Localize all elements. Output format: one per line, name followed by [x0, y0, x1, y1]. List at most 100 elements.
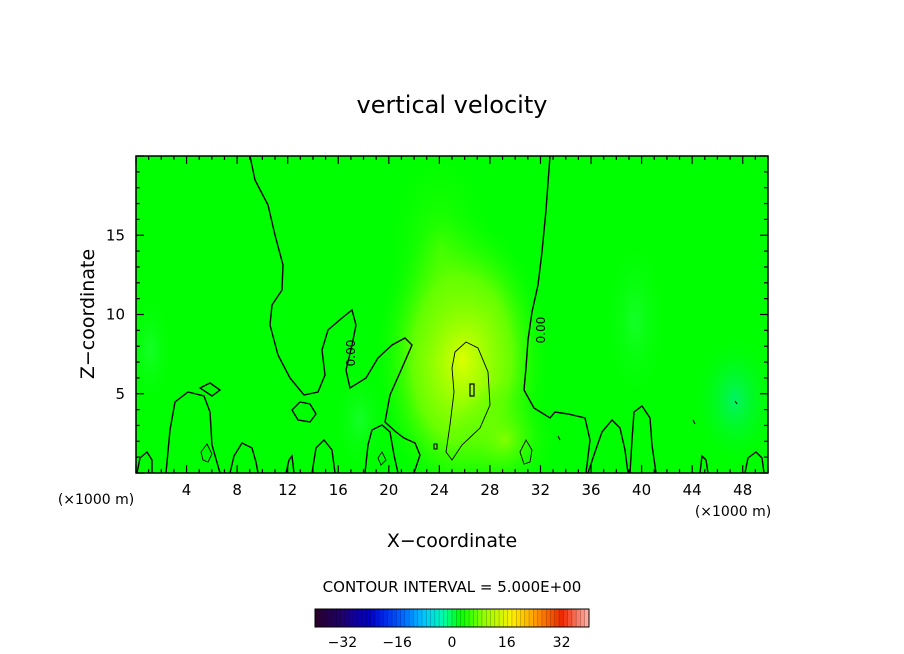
contour-speck-3	[692, 419, 696, 425]
downdraft-mid-shading	[330, 365, 390, 473]
zero-contour-right-tall	[523, 156, 591, 473]
colorbar-swatch	[486, 609, 491, 627]
colorbar-swatch	[362, 609, 367, 627]
colorbar-swatch	[490, 609, 496, 627]
colorbar-swatch	[537, 609, 543, 627]
colorbar-swatch	[370, 609, 376, 627]
updraft-secondary-shading	[450, 380, 560, 473]
x-unit-left: (×1000 m)	[58, 492, 134, 508]
colorbar-swatch	[387, 609, 393, 627]
zero-contour-loop-small	[198, 382, 222, 397]
colorbar-swatch	[392, 609, 397, 627]
colorbar-swatch	[357, 609, 363, 627]
colorbar-tick-label: 0	[448, 635, 457, 651]
contour-speck-1	[433, 443, 438, 450]
colorbar-swatch	[584, 609, 590, 627]
contour-label-left: 0.00	[344, 340, 358, 367]
x-tick-label: 40	[632, 481, 651, 499]
positive-contour-core	[445, 341, 491, 461]
x-tick-label: 12	[278, 481, 297, 499]
colorbar-tick-label: −16	[382, 635, 412, 651]
colorbar-swatch	[499, 609, 504, 627]
colorbar-swatch	[336, 609, 341, 627]
contour-label-right: 0.00	[534, 317, 548, 344]
colorbar-swatch	[541, 609, 547, 627]
contour-interval-text: CONTOUR INTERVAL = 5.000E+00	[323, 578, 582, 596]
zero-contour-bump-7	[587, 418, 629, 473]
x-tick-label: 48	[733, 481, 752, 499]
colorbar-swatch	[550, 609, 556, 627]
chart-title: vertical velocity	[357, 91, 548, 119]
zero-contour-bump-10	[744, 451, 765, 473]
x-axis-ticks	[135, 156, 769, 473]
colorbar-frame	[314, 608, 590, 628]
y-axis-ticks	[136, 155, 768, 474]
y-tick-label: 5	[115, 385, 125, 403]
colorbar-swatch	[469, 609, 474, 627]
x-unit-right: (×1000 m)	[695, 504, 771, 520]
colorbar-swatch	[546, 609, 551, 627]
downdraft-midright-shading	[600, 230, 670, 410]
colorbar-swatch	[554, 609, 560, 627]
updraft-faint-shading	[380, 156, 500, 360]
colorbar-swatch	[460, 609, 466, 627]
colorbar-swatch	[464, 609, 470, 627]
colorbar-swatch	[379, 609, 384, 627]
colorbar-swatch	[511, 609, 517, 627]
x-axis-tick-labels: 4 8 12 16 20 24 28 32 36 40 44 48	[182, 481, 752, 499]
colorbar-swatch	[323, 609, 329, 627]
colorbar-tick-labels: −32 −16 0 16 32	[328, 635, 571, 651]
positive-contour-center	[469, 383, 475, 397]
colorbar-tick-label: −32	[328, 635, 358, 651]
colorbar-swatch	[417, 609, 423, 627]
colorbar-swatch	[567, 609, 573, 627]
colorbar-swatch	[447, 609, 453, 627]
colorbar-swatch	[353, 609, 359, 627]
downdraft-right-shading	[690, 330, 768, 470]
colorbar-swatch	[434, 609, 440, 627]
positive-contour-small-3	[519, 439, 533, 465]
zero-contour-bump-1	[136, 450, 153, 473]
zero-contour-bump-9	[699, 454, 709, 473]
colorbar-tick-label: 16	[498, 635, 516, 651]
colorbar-swatch	[507, 609, 513, 627]
zero-contour-bump-5	[311, 438, 336, 473]
y-axis-tick-labels: 5 10 15	[106, 226, 125, 403]
colorbar-swatch	[524, 609, 530, 627]
x-tick-label: 32	[531, 481, 550, 499]
colorbar-swatch	[404, 609, 410, 627]
colorbar-swatch	[327, 609, 333, 627]
colorbar-swatch	[315, 609, 320, 627]
colorbar-swatch	[559, 609, 564, 627]
colorbar-swatch	[349, 609, 354, 627]
colorbar-swatch	[452, 609, 457, 627]
x-tick-label: 24	[430, 481, 449, 499]
zero-contour-bump-2	[165, 391, 221, 473]
colorbar-swatch	[400, 609, 406, 627]
contour-speck-2	[557, 435, 561, 441]
colorbar-swatch	[344, 609, 350, 627]
y-tick-label: 10	[106, 306, 125, 324]
colorbar-swatch	[439, 609, 444, 627]
colorbar-swatch	[332, 609, 337, 627]
positive-contour-small-1	[200, 443, 213, 463]
zero-contour-bump-6	[364, 424, 399, 473]
colorbar-swatch	[340, 609, 346, 627]
colorbar-swatch	[319, 609, 324, 627]
colorbar-swatch	[481, 609, 487, 627]
x-tick-label: 4	[182, 481, 192, 499]
zero-contour-left-tall	[249, 156, 421, 473]
colorbar-swatch	[563, 609, 568, 627]
x-tick-label: 44	[683, 481, 702, 499]
colorbar-swatch	[409, 609, 414, 627]
x-tick-label: 36	[581, 481, 600, 499]
colorbar-swatch	[529, 609, 534, 627]
colorbar-swatch	[413, 609, 419, 627]
colorbar-swatch	[576, 609, 581, 627]
zero-contour-bump-8	[629, 404, 657, 473]
x-axis-label: X−coordinate	[387, 530, 517, 552]
colorbar-tick-label: 32	[553, 635, 571, 651]
field-shading	[136, 156, 768, 473]
colorbar-swatch	[580, 609, 586, 627]
